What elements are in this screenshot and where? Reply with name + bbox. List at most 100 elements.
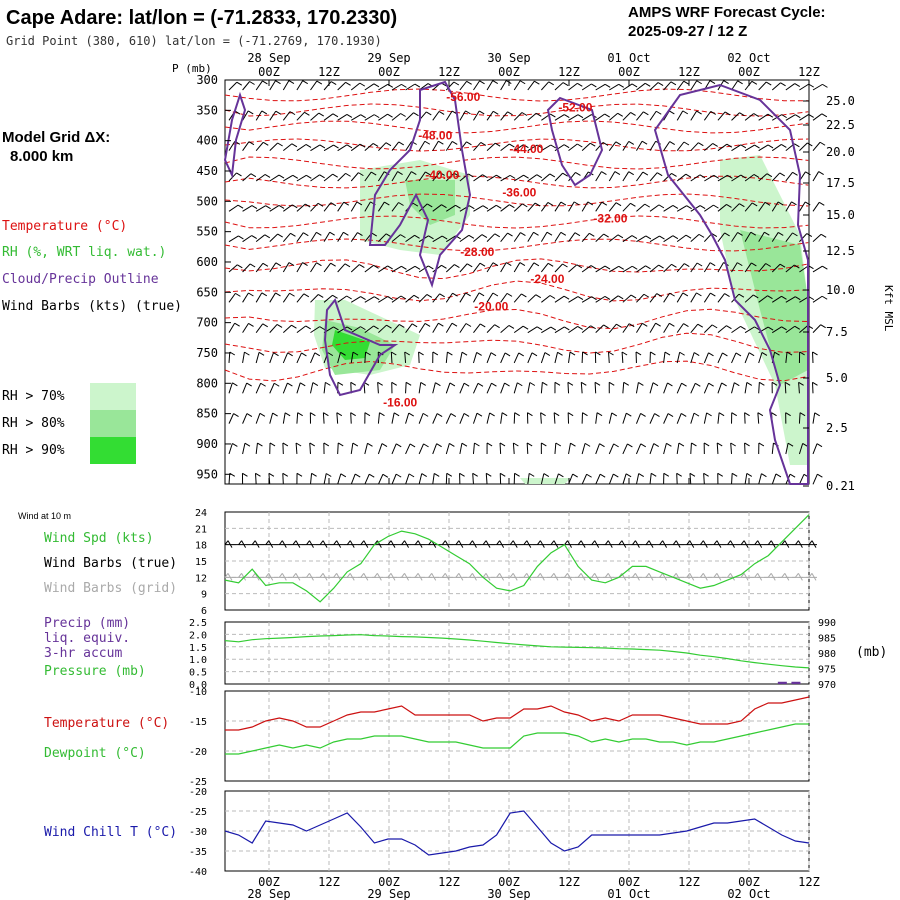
wind-barb — [350, 264, 360, 273]
wind-barb-flag — [759, 381, 765, 386]
wind-barb-flag — [466, 80, 472, 85]
wind-barb — [785, 296, 796, 303]
grid-wind-barb — [295, 573, 301, 581]
bottom-hour-label: 12Z — [318, 875, 340, 889]
legend-windchill: Wind Chill T (°C) — [44, 825, 177, 840]
dewpoint-line — [225, 723, 809, 755]
wind-barb — [337, 81, 346, 91]
wind-barb-flag — [414, 83, 421, 88]
wind-barb — [690, 142, 699, 152]
wind-barb-flag — [689, 472, 696, 477]
true-wind-barb — [360, 540, 365, 545]
wind-barb-flag — [354, 473, 361, 478]
wind-barb-flag — [589, 142, 596, 147]
wind-barb — [432, 235, 443, 243]
wind-barb — [554, 172, 564, 182]
true-wind-barb — [387, 540, 392, 545]
wind-barb — [283, 204, 293, 212]
wind-barb — [391, 324, 400, 333]
wind-barb — [255, 442, 258, 455]
wind-barb-flag — [238, 235, 244, 240]
wind-barb-flag — [613, 473, 619, 478]
wind-barb-flag — [381, 443, 388, 448]
wind-barb-flag — [325, 473, 332, 477]
wind-barb-flag — [476, 352, 482, 356]
wind-barb-flag — [806, 233, 813, 237]
grid-wind-barb — [455, 573, 460, 578]
wind-barb — [554, 473, 559, 485]
wind-barb-flag — [577, 114, 584, 119]
wind-barb — [228, 413, 234, 424]
wind-barb-flag — [563, 144, 570, 149]
wind-barb-flag — [711, 233, 718, 238]
cloud-outline — [223, 80, 809, 485]
legend-wind-true: Wind Barbs (true) — [44, 556, 177, 571]
wind-barb-flag — [643, 111, 649, 116]
wind-barb — [757, 412, 760, 424]
wind-barb-flag — [436, 443, 442, 448]
wind-barb-flag — [466, 263, 473, 268]
wind-barb — [622, 202, 631, 212]
kft-tick-label: 25.0 — [826, 94, 855, 108]
wind-barb-flag — [398, 141, 404, 146]
wind-barb-flag — [318, 112, 325, 117]
wind-barb-flag — [492, 80, 498, 85]
wind-barb-flag — [368, 473, 375, 478]
wind-barb-flag — [533, 231, 539, 236]
panel-y-tick-label: 21 — [195, 524, 207, 535]
windchill-panel: -20 -25 -30 -35 -40 — [189, 787, 810, 878]
wind-barb — [459, 323, 467, 333]
wind-barb-flag — [371, 232, 378, 237]
wind-barb — [337, 473, 342, 485]
wind-barb — [513, 203, 523, 212]
wind-barb-flag — [352, 442, 359, 447]
wind-barb — [744, 326, 755, 334]
true-wind-barb — [458, 540, 464, 548]
wind-barb-flag — [451, 140, 458, 145]
wind-barb — [554, 82, 564, 91]
wind-barb-flag — [246, 413, 253, 417]
wind-barb-flag — [746, 472, 753, 477]
wind-barb — [282, 382, 288, 394]
wind-barb — [663, 235, 674, 243]
wind-barb — [581, 325, 592, 334]
wind-barb — [513, 174, 524, 182]
wind-barb-flag — [428, 235, 434, 240]
wind-barb — [527, 144, 538, 152]
wind-barb — [622, 83, 633, 91]
panel-y-tick-label: 6 — [201, 606, 207, 617]
wind-barb — [473, 110, 480, 121]
wind-barb-flag — [297, 412, 303, 417]
top-hour-label: 12Z — [318, 65, 340, 79]
true-wind-barb — [781, 540, 786, 545]
wind-barb-flag — [814, 412, 820, 417]
true-wind-barb — [713, 540, 718, 545]
wind-barb-flag — [708, 352, 714, 357]
wind-barb — [663, 81, 672, 91]
wind-barb — [269, 324, 278, 333]
wind-barb — [636, 235, 647, 243]
wind-barb-flag — [425, 171, 431, 176]
true-wind-barb — [659, 540, 664, 545]
wind-barb-flag — [615, 202, 622, 207]
wind-barb-flag — [332, 113, 339, 118]
wind-barb — [486, 233, 496, 243]
wind-barb — [636, 82, 646, 91]
page-subtitle: Grid Point (380, 610) lat/lon = (-71.276… — [6, 34, 382, 48]
wind-barb-flag — [373, 83, 380, 88]
wind-barb — [649, 235, 660, 243]
temperature-contour — [224, 120, 809, 134]
grid-wind-barb — [564, 573, 568, 578]
temperature-contour — [224, 156, 809, 170]
wind-barb-flag — [305, 144, 312, 148]
wind-barb-flag — [365, 351, 371, 356]
wind-barb-flag — [453, 81, 460, 86]
panel-y-tick-label: 1.0 — [189, 655, 207, 666]
true-wind-barb — [499, 540, 505, 548]
legend-dewpoint: Dewpoint (°C) — [44, 746, 146, 761]
wind-barb — [500, 412, 503, 424]
panel-y-tick-label: 0.0 — [189, 680, 207, 691]
wind-barb-flag — [304, 203, 311, 208]
wind-barb — [703, 292, 711, 303]
